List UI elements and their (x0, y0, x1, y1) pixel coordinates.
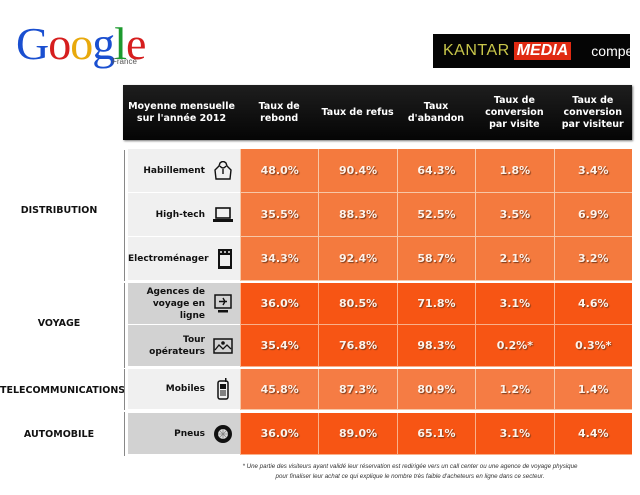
value-cell: 3.1% (475, 283, 554, 325)
plane-monitor-icon (213, 293, 233, 314)
value-cell: 90.4% (318, 149, 397, 193)
header-conversion-visiteur: Taux de conversion par visiteur (561, 94, 624, 130)
section-bracket (124, 283, 125, 368)
value-cell: 4.6% (553, 283, 632, 325)
google-letter: l (114, 18, 127, 69)
table-header: Moyenne mensuelle sur l'année 2012 Taux … (123, 85, 632, 140)
value-cell: 34.3% (240, 237, 319, 281)
value-cell: 1.4% (553, 369, 632, 410)
mobile-phone-icon (213, 378, 233, 400)
value-cell: 1.8% (475, 149, 554, 193)
header-conversion-visite: Taux de conversion par visite (485, 94, 544, 130)
section-voyage: VOYAGE (37, 318, 81, 329)
row-label-cell: Habillement (128, 149, 240, 193)
section-automobile: AUTOMOBILE (23, 429, 95, 440)
value-cell: 88.3% (318, 193, 397, 237)
value-cell: 89.0% (318, 413, 397, 455)
row-label: High-tech (155, 209, 205, 220)
value-cell: 1.2% (475, 369, 554, 410)
table-row: Mobiles 45.8% 87.3% 80.9% 1.2% 1.4% (128, 369, 632, 410)
row-label-cell: Pneus (128, 413, 240, 455)
value-cell: 98.3% (396, 325, 476, 367)
value-cell: 52.5% (396, 193, 476, 237)
laptop-icon (213, 205, 233, 225)
value-cell: 48.0% (240, 149, 319, 193)
value-cell: 71.8% (396, 283, 476, 325)
row-label: Agences de voyage en ligne (146, 286, 205, 321)
value-cell: 6.9% (553, 193, 632, 237)
google-letter: o (48, 18, 71, 69)
google-letter: g (92, 18, 115, 69)
footnote: * Une partie des visiteurs ayant validé … (200, 462, 620, 482)
value-cell: 80.9% (396, 369, 476, 410)
section-telecommunications: TELECOMMUNICATIONS (0, 385, 126, 396)
row-label-cell: Agences de voyage en ligne (128, 283, 240, 325)
google-letter: G (16, 18, 49, 69)
google-logo: Google (16, 16, 146, 72)
header-taux-refus: Taux de refus (321, 106, 394, 118)
hoodie-icon (213, 160, 233, 181)
value-cell: 65.1% (396, 413, 476, 455)
table-row: Habillement 48.0% 90.4% 64.3% 1.8% 3.4% (128, 149, 632, 193)
value-cell: 92.4% (318, 237, 397, 281)
row-label: Tour opérateurs (149, 334, 205, 357)
value-cell: 2.1% (475, 237, 554, 281)
value-cell: 87.3% (318, 369, 397, 410)
value-cell: 36.0% (240, 413, 319, 455)
header-taux-rebond: Taux de rebond (258, 100, 300, 124)
value-cell: 35.5% (240, 193, 319, 237)
landscape-picture-icon (213, 336, 233, 356)
kantar-media-logo: KANTAR MEDIA compete (433, 34, 640, 68)
section-bracket (124, 369, 125, 410)
value-cell: 0.2%* (475, 325, 554, 367)
row-label: Habillement (143, 165, 205, 176)
value-cell: 35.4% (240, 325, 319, 367)
table-row: Electroménager 34.3% 92.4% 58.7% 2.1% 3.… (128, 237, 632, 281)
table-row: Tour opérateurs 35.4% 76.8% 98.3% 0.2%* … (128, 325, 632, 367)
row-label-cell: Tour opérateurs (128, 325, 240, 367)
google-letter: e (126, 18, 146, 69)
value-cell: 3.2% (553, 237, 632, 281)
section-bracket (124, 150, 125, 281)
table-row: Pneus 36.0% 89.0% 65.1% 3.1% 4.4% (128, 413, 632, 455)
value-cell: 80.5% (318, 283, 397, 325)
value-cell: 3.1% (475, 413, 554, 455)
value-cell: 45.8% (240, 369, 319, 410)
value-cell: 58.7% (396, 237, 476, 281)
row-label: Pneus (174, 428, 205, 439)
media-text: MEDIA (513, 42, 572, 60)
google-logo-subtitle: France (112, 57, 137, 66)
header-taux-abandon: Taux d'abandon (407, 100, 465, 124)
section-bracket (124, 412, 125, 456)
google-letter: o (70, 18, 93, 69)
row-label-cell: Mobiles (128, 369, 240, 410)
value-cell: 4.4% (553, 413, 632, 455)
footnote-line: * Une partie des visiteurs ayant validé … (242, 463, 578, 470)
tire-icon (213, 424, 233, 444)
oven-icon (217, 248, 233, 269)
section-distribution: DISTRIBUTION (20, 205, 98, 216)
row-label-cell: Electroménager (128, 237, 240, 281)
value-cell: 0.3%* (553, 325, 632, 367)
compete-text: compete (591, 43, 640, 59)
table-row: High-tech 35.5% 88.3% 52.5% 3.5% 6.9% (128, 193, 632, 237)
header-label-column: Moyenne mensuelle sur l'année 2012 (128, 100, 235, 124)
value-cell: 36.0% (240, 283, 319, 325)
value-cell: 76.8% (318, 325, 397, 367)
table-row: Agences de voyage en ligne 36.0% 80.5% 7… (128, 283, 632, 325)
footnote-line: pour finaliser leur achat ce qui expliqu… (275, 473, 545, 480)
row-label: Electroménager (128, 253, 209, 264)
value-cell: 64.3% (396, 149, 476, 193)
kantar-text: KANTAR (443, 42, 510, 59)
value-cell: 3.4% (553, 149, 632, 193)
row-label: Mobiles (165, 384, 205, 394)
value-cell: 3.5% (475, 193, 554, 237)
row-label-cell: High-tech (128, 193, 240, 237)
